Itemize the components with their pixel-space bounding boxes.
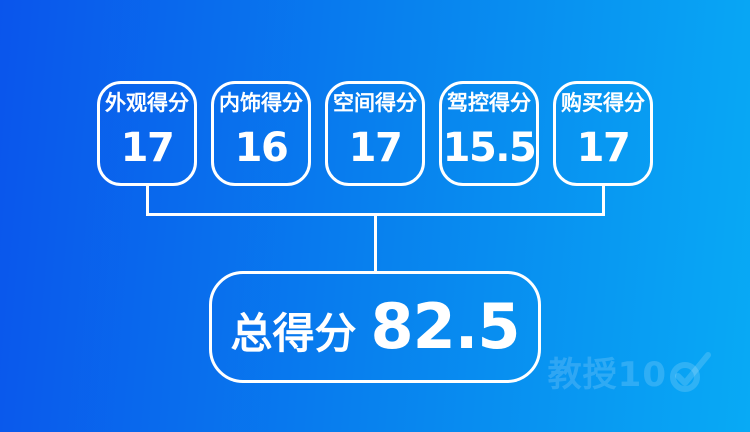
score-card-label: 驾控得分 (447, 91, 531, 115)
score-card-value: 17 (576, 124, 631, 171)
score-card-space: 空间得分 17 (325, 81, 425, 186)
score-card-exterior: 外观得分 17 (97, 81, 197, 186)
connector-line-right (601, 184, 605, 216)
connector-line-horizontal (145, 213, 605, 216)
score-card-label: 外观得分 (105, 91, 189, 115)
zero-check-icon (670, 352, 711, 392)
score-card-label: 内饰得分 (219, 91, 303, 115)
score-card-label: 空间得分 (333, 91, 417, 115)
total-score-card: 总得分 82.5 (209, 271, 541, 383)
score-card-value: 16 (234, 124, 289, 171)
score-card-purchase: 购买得分 17 (553, 81, 653, 186)
score-card-value: 17 (348, 124, 403, 171)
score-card-label: 购买得分 (561, 91, 645, 115)
score-card-driving: 驾控得分 15.5 (439, 81, 539, 186)
connector-line-center (373, 216, 377, 272)
score-card-value: 17 (120, 124, 175, 171)
watermark-logo: 教授10 (548, 348, 714, 392)
watermark-text: 教授10 (547, 355, 667, 395)
score-cards-row: 外观得分 17 内饰得分 16 空间得分 17 驾控得分 15.5 购买得分 1… (97, 81, 653, 186)
connector-line-left (145, 184, 149, 216)
total-score-label: 总得分 (230, 309, 357, 358)
total-score-value: 82.5 (370, 290, 521, 363)
score-card-value: 15.5 (442, 124, 537, 171)
score-card-interior: 内饰得分 16 (211, 81, 311, 186)
